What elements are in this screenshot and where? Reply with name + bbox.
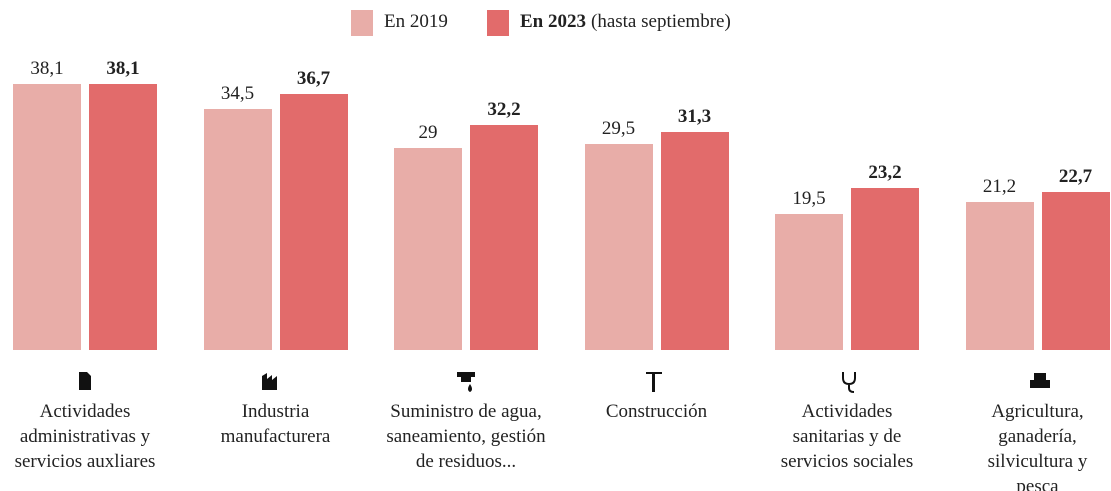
legend-swatch (351, 10, 373, 36)
value-label: 19,5 (792, 187, 826, 209)
legend-swatch (487, 10, 509, 36)
icon (1030, 373, 1050, 388)
category-label: Actividades sanitarias y de servicios so… (780, 401, 914, 472)
value-label: 38,1 (30, 58, 64, 80)
bar (89, 84, 157, 350)
icon (79, 372, 91, 390)
value-label: 34,5 (220, 83, 255, 105)
bar (584, 144, 653, 350)
value-label: 22,7 (1058, 165, 1093, 187)
bar (851, 188, 919, 350)
value-label: 21,2 (982, 176, 1017, 198)
icon (262, 373, 277, 390)
bar (965, 202, 1034, 350)
legend-note: (hasta septiembre) (591, 11, 731, 32)
value-label: 32,2 (487, 99, 521, 121)
value-label: 31,3 (677, 105, 712, 127)
value-label: 23,2 (868, 162, 902, 184)
value-label: 36,7 (296, 68, 331, 90)
bar (203, 109, 272, 350)
icon (842, 372, 856, 393)
icon (457, 372, 475, 392)
category-label: Actividades administrativas y servicios … (14, 401, 156, 472)
value-label: 29,5 (601, 118, 636, 140)
bar (775, 213, 843, 350)
category-label: Industria manufacturera (220, 401, 331, 447)
value-label: 38,1 (106, 58, 140, 80)
bar (394, 147, 462, 350)
category-label: Suministro de agua, saneamiento, gestión… (386, 401, 546, 472)
bar (660, 131, 729, 350)
category-label: Construcción (605, 401, 708, 422)
bar (1041, 191, 1110, 350)
bar (13, 84, 81, 350)
bar (279, 94, 348, 350)
legend-label: En 2019 (384, 11, 448, 32)
icon (646, 372, 662, 392)
bar (470, 125, 538, 350)
legend-label: En 2023 (520, 11, 586, 32)
value-label: 29 (418, 121, 438, 143)
category-label: Agricultura, ganadería, silvicultura y p… (987, 401, 1088, 491)
